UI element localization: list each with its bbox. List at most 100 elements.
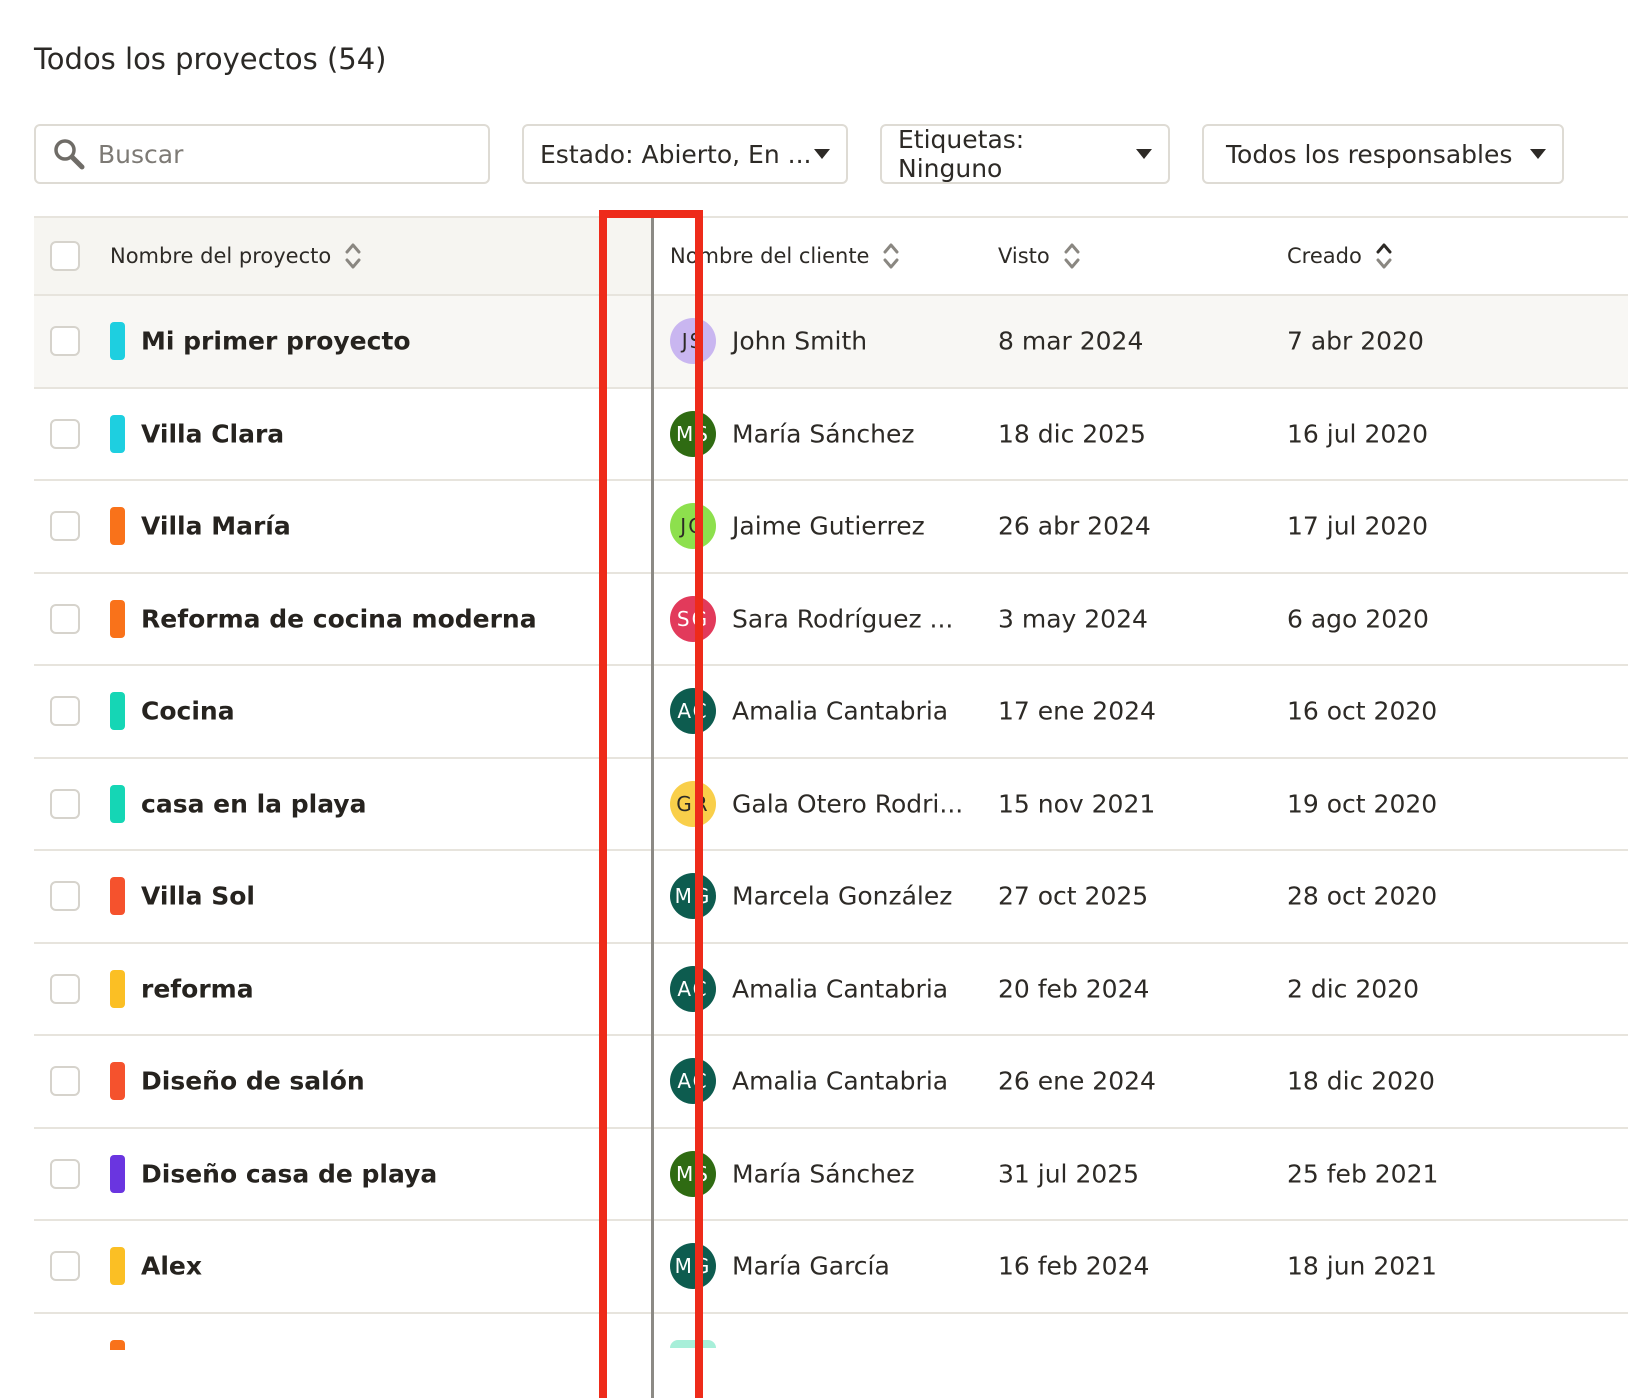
owners-filter-dropdown[interactable]: Todos los responsables <box>1202 124 1564 184</box>
client-avatar: MG <box>670 873 716 920</box>
created-date: 6 ago 2020 <box>1287 604 1429 634</box>
created-date: 19 oct 2020 <box>1287 789 1438 819</box>
client-name[interactable]: Amalia Cantabria <box>732 696 949 726</box>
sort-icon[interactable] <box>883 242 899 270</box>
client-avatar: AC <box>670 688 716 735</box>
sort-icon[interactable] <box>345 242 361 270</box>
table-row[interactable]: casa en la playa GR Gala Otero Rodri... 15 … <box>34 759 1628 851</box>
client-name[interactable]: María Sánchez <box>732 419 915 449</box>
project-name[interactable]: Diseño de salón <box>141 1066 365 1096</box>
project-tag-color <box>110 692 125 731</box>
row-checkbox[interactable] <box>50 973 80 1004</box>
client-name[interactable]: Amalia Cantabria <box>732 974 949 1004</box>
client-name[interactable]: John Smith <box>732 326 868 356</box>
header-frozen-background <box>34 218 652 294</box>
row-checkbox[interactable] <box>50 788 80 819</box>
created-date: 16 jul 2020 <box>1287 419 1429 449</box>
project-name[interactable]: Alex <box>141 1251 202 1281</box>
row-checkbox[interactable] <box>50 326 80 357</box>
seen-date: 15 nov 2021 <box>998 789 1156 819</box>
table-row[interactable]: Mi primer proyecto JS John Smith 8 mar 2024… <box>34 296 1628 389</box>
created-date: 16 oct 2020 <box>1287 696 1438 726</box>
client-name[interactable]: Sara Rodríguez ... <box>732 604 954 634</box>
table-row[interactable]: Villa Clara MS María Sánchez 18 dic 2025 16 … <box>34 389 1628 481</box>
project-name[interactable]: Mi primer proyecto <box>141 326 411 356</box>
column-header-project-label: Nombre del proyecto <box>110 244 332 268</box>
created-date: 17 jul 2020 <box>1287 511 1429 541</box>
row-checkbox[interactable] <box>50 696 80 727</box>
row-checkbox[interactable] <box>50 603 80 634</box>
project-tag-color <box>110 784 125 823</box>
search-icon <box>54 139 85 170</box>
status-filter-label: Estado: Abierto, En ... <box>540 139 812 169</box>
client-name[interactable]: Marcela González <box>732 881 953 911</box>
column-resize-handle[interactable] <box>651 216 654 1398</box>
project-tag-color <box>110 599 125 638</box>
created-date: 28 oct 2020 <box>1287 881 1438 911</box>
created-date: 18 dic 2020 <box>1287 1066 1435 1096</box>
highlight-annotation-box <box>599 210 703 1398</box>
tags-filter-dropdown[interactable]: Etiquetas: Ninguno <box>880 124 1170 184</box>
client-name[interactable]: María Sánchez <box>732 1159 915 1189</box>
project-tag-color <box>110 1154 125 1193</box>
project-tag-color <box>110 1340 125 1350</box>
client-name[interactable]: Amalia Cantabria <box>732 1066 949 1096</box>
tags-filter-label: Etiquetas: Ninguno <box>898 125 1025 183</box>
project-name[interactable]: Villa María <box>141 511 291 541</box>
project-tag-color <box>110 1247 125 1286</box>
client-avatar: SG <box>670 595 716 642</box>
table-row[interactable]: Villa María JG Jaime Gutierrez 26 abr 2024 1… <box>34 481 1628 574</box>
client-name[interactable]: Jaime Gutierrez <box>732 511 925 541</box>
column-header-client[interactable]: Nombre del cliente <box>670 218 899 294</box>
column-header-created-label: Creado <box>1287 244 1362 268</box>
project-name[interactable]: reforma <box>141 974 254 1004</box>
caret-down-icon <box>1530 149 1546 159</box>
projects-table: Nombre del proyecto Nombre del cliente V… <box>34 216 1628 1314</box>
table-row[interactable]: Diseño casa de playa MS María Sánchez 31 ju… <box>34 1129 1628 1221</box>
row-checkbox[interactable] <box>50 418 80 449</box>
table-row[interactable]: Alex MG María García 16 feb 2024 18 jun 2021 <box>34 1221 1628 1314</box>
search-box[interactable] <box>34 124 490 184</box>
row-checkbox[interactable] <box>50 1158 80 1189</box>
table-row[interactable]: reforma AC Amalia Cantabria 20 feb 2024 2 di… <box>34 944 1628 1036</box>
project-name[interactable]: casa en la playa <box>141 789 367 819</box>
page-title: Todos los proyectos (54) <box>34 42 387 76</box>
project-name[interactable]: Reforma de cocina moderna <box>141 604 537 634</box>
table-row[interactable]: Reforma de cocina moderna SG Sara Rodrígue… <box>34 574 1628 666</box>
column-header-client-label: Nombre del cliente <box>670 244 870 268</box>
select-all-checkbox[interactable] <box>50 241 80 271</box>
search-input[interactable] <box>98 139 458 169</box>
row-checkbox[interactable] <box>50 881 80 912</box>
row-checkbox[interactable] <box>50 1251 80 1282</box>
filter-toolbar: Estado: Abierto, En ... Etiquetas: Ningu… <box>0 124 1628 186</box>
client-name[interactable]: Gala Otero Rodri... <box>732 789 964 819</box>
seen-date: 20 feb 2024 <box>998 974 1150 1004</box>
status-filter-dropdown[interactable]: Estado: Abierto, En ... <box>522 124 848 184</box>
sort-active-icon[interactable] <box>1376 242 1392 270</box>
client-avatar: GR <box>670 780 716 827</box>
seen-date: 27 oct 2025 <box>998 881 1149 911</box>
column-header-created[interactable]: Creado <box>1287 218 1392 294</box>
seen-date: 31 jul 2025 <box>998 1159 1140 1189</box>
column-header-seen[interactable]: Visto <box>998 218 1080 294</box>
column-header-seen-label: Visto <box>998 244 1050 268</box>
column-header-project[interactable]: Nombre del proyecto <box>110 218 361 294</box>
seen-date: 26 abr 2024 <box>998 511 1151 541</box>
client-avatar: MG <box>670 1243 716 1290</box>
seen-date: 26 ene 2024 <box>998 1066 1156 1096</box>
table-row[interactable]: Cocina AC Amalia Cantabria 17 ene 2024 16 oc… <box>34 666 1628 759</box>
table-row[interactable]: Villa Sol MG Marcela González 27 oct 2025 28… <box>34 851 1628 944</box>
project-name[interactable]: Diseño casa de playa <box>141 1159 438 1189</box>
row-checkbox[interactable] <box>50 1066 80 1097</box>
project-name[interactable]: Villa Sol <box>141 881 255 911</box>
client-name[interactable]: María García <box>732 1251 890 1281</box>
table-row[interactable]: Diseño de salón AC Amalia Cantabria 26 ene … <box>34 1036 1628 1129</box>
seen-date: 16 feb 2024 <box>998 1251 1150 1281</box>
created-date: 25 feb 2021 <box>1287 1159 1439 1189</box>
project-name[interactable]: Villa Clara <box>141 419 285 449</box>
sort-icon[interactable] <box>1064 242 1080 270</box>
created-date: 7 abr 2020 <box>1287 326 1424 356</box>
project-name[interactable]: Cocina <box>141 696 235 726</box>
project-tag-color <box>110 877 125 916</box>
row-checkbox[interactable] <box>50 511 80 542</box>
